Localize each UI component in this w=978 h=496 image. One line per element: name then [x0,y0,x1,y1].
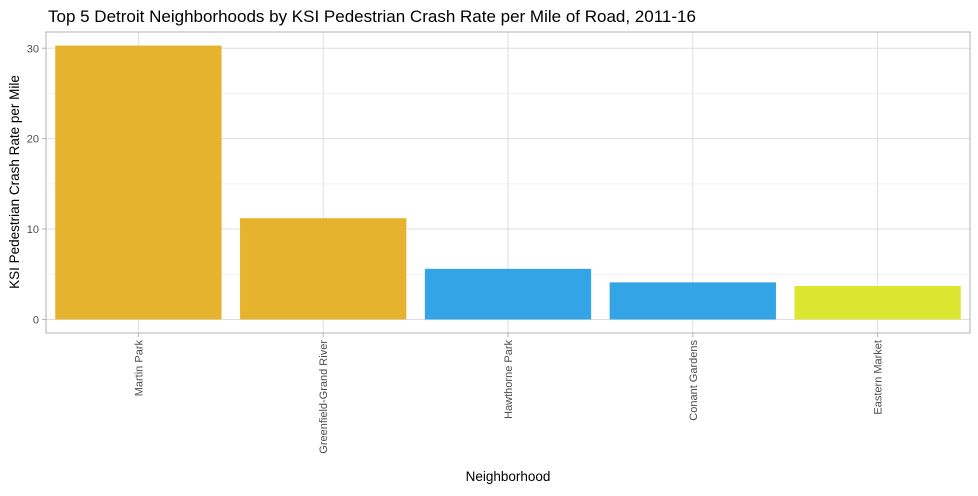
bar-eastern-market [794,285,961,320]
x-tick-label: Martin Park [133,340,145,397]
chart-title: Top 5 Detroit Neighborhoods by KSI Pedes… [48,7,696,26]
bar-martin-park [55,45,222,320]
x-tick-label: Eastern Market [873,340,885,415]
x-tick-label: Greenfield-Grand River [318,340,330,454]
bars [55,45,961,320]
y-tick-label: 30 [27,43,39,55]
x-tick-label: Hawthorne Park [503,340,515,419]
bar-conant-gardens [609,282,776,320]
x-axis-ticks: Martin Park Greenfield-Grand River Hawthor… [133,333,885,454]
bar-hawthorne-park [424,268,592,320]
y-tick-label: 20 [27,134,39,146]
y-axis-ticks: 0 10 20 30 [27,43,46,326]
y-axis-title: KSI Pedestrian Crash Rate per Mile [7,75,22,289]
bar-greenfield-grand-river [240,218,407,320]
y-tick-label: 10 [27,224,39,236]
x-tick-label: Conant Gardens [688,340,700,421]
y-tick-label: 0 [33,314,39,326]
x-axis-title: Neighborhood [466,469,551,484]
